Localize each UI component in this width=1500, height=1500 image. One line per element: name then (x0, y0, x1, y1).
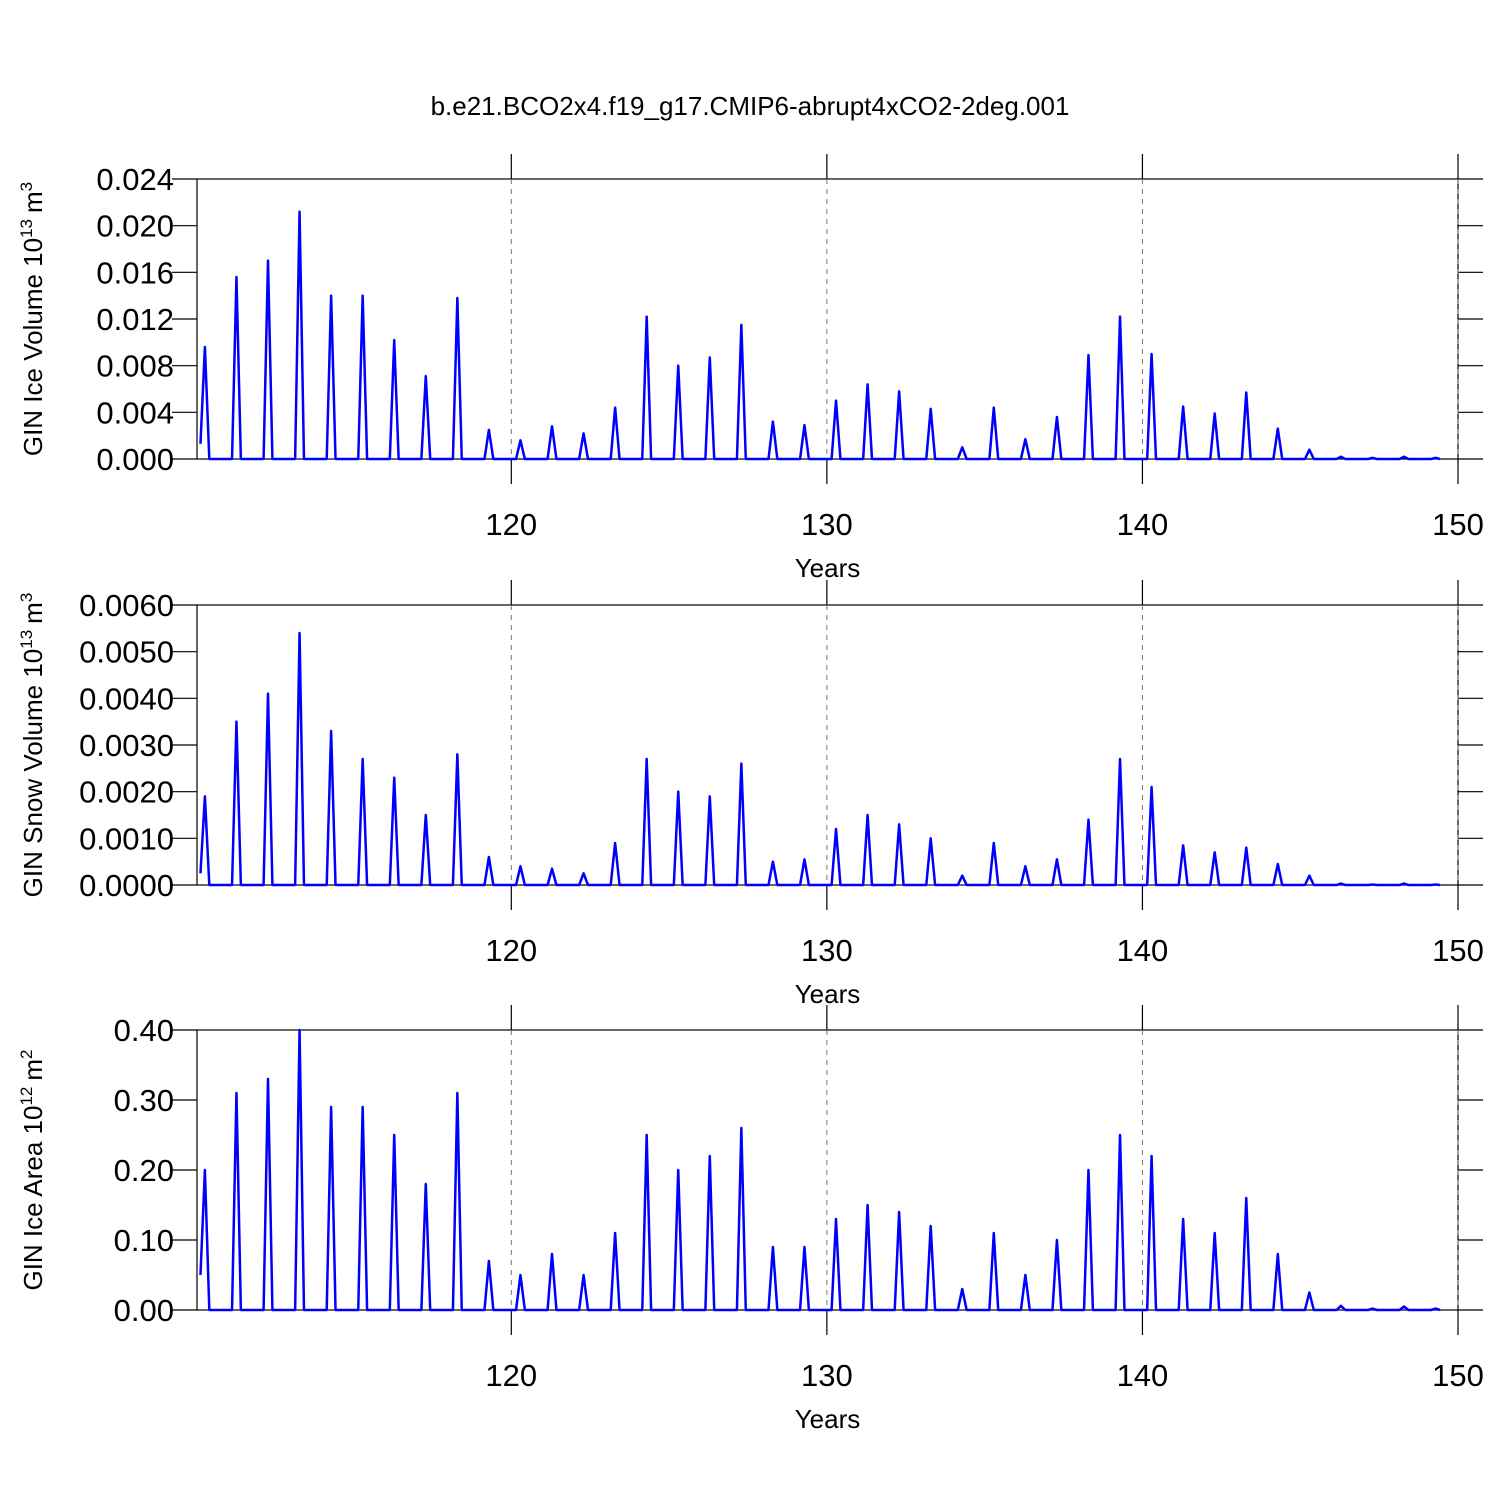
y-axis-label: GIN Ice Area 1012 m2 (17, 1049, 48, 1290)
x-tick-label: 140 (1117, 933, 1169, 968)
x-tick-label: 130 (801, 507, 853, 542)
x-tick-label: 120 (485, 933, 537, 968)
x-tick-label: 140 (1117, 1358, 1169, 1393)
y-axis-label-part: 12 (17, 1087, 36, 1106)
y-tick-label: 0.20 (114, 1153, 174, 1188)
y-axis-label-part: 3 (17, 182, 36, 191)
y-axis-label: GIN Ice Volume 1013 m3 (17, 182, 48, 456)
x-tick-label: 140 (1117, 507, 1169, 542)
y-axis-label-part: m (18, 602, 48, 624)
y-axis-label-part: 3 (17, 593, 36, 602)
x-tick-label: 120 (485, 507, 537, 542)
y-axis-label: GIN Snow Volume 1013 m3 (17, 593, 48, 898)
y-tick-label: 0.000 (96, 442, 174, 477)
data-line (199, 631, 1441, 887)
x-axis-label: Years (795, 553, 861, 583)
y-axis-label-part: m (18, 1059, 48, 1081)
x-tick-label: 120 (485, 1358, 537, 1393)
y-tick-label: 0.0030 (79, 728, 174, 763)
y-tick-label: 0.012 (96, 302, 174, 337)
y-tick-label: 0.0060 (79, 588, 174, 623)
x-axis-label: Years (795, 1404, 861, 1434)
data-line (199, 1028, 1441, 1312)
y-tick-label: 0.40 (114, 1013, 174, 1048)
y-axis-label-part: 13 (17, 219, 36, 238)
data-line (199, 210, 1441, 461)
y-tick-label: 0.016 (96, 255, 174, 290)
y-axis-label-part: 13 (17, 630, 36, 649)
x-tick-label: 130 (801, 933, 853, 968)
y-tick-label: 0.0010 (79, 821, 174, 856)
y-tick-label: 0.004 (96, 395, 174, 430)
x-tick-label: 150 (1432, 933, 1484, 968)
x-tick-label: 150 (1432, 1358, 1484, 1393)
y-axis-label-part: GIN Ice Volume 10 (18, 238, 48, 456)
y-tick-label: 0.30 (114, 1083, 174, 1118)
x-tick-label: 150 (1432, 507, 1484, 542)
y-tick-label: 0.020 (96, 209, 174, 244)
y-tick-label: 0.10 (114, 1223, 174, 1258)
y-tick-label: 0.00 (114, 1293, 174, 1328)
x-axis-label: Years (795, 979, 861, 1009)
x-tick-label: 130 (801, 1358, 853, 1393)
y-axis-label-part: m (18, 191, 48, 213)
y-tick-label: 0.0050 (79, 635, 174, 670)
figure-title: b.e21.BCO2x4.f19_g17.CMIP6-abrupt4xCO2-2… (431, 91, 1070, 121)
y-tick-label: 0.0040 (79, 681, 174, 716)
plot-frame (196, 604, 1459, 886)
y-axis-label-part: GIN Ice Area 10 (18, 1106, 48, 1291)
plot-frame (196, 178, 1459, 460)
y-tick-label: 0.0020 (79, 775, 174, 810)
y-tick-label: 0.008 (96, 349, 174, 384)
y-axis-label-part: GIN Snow Volume 10 (18, 649, 48, 898)
y-tick-label: 0.024 (96, 162, 174, 197)
plot-frame (196, 1029, 1459, 1311)
y-tick-label: 0.0000 (79, 868, 174, 903)
y-axis-label-part: 2 (17, 1049, 36, 1058)
